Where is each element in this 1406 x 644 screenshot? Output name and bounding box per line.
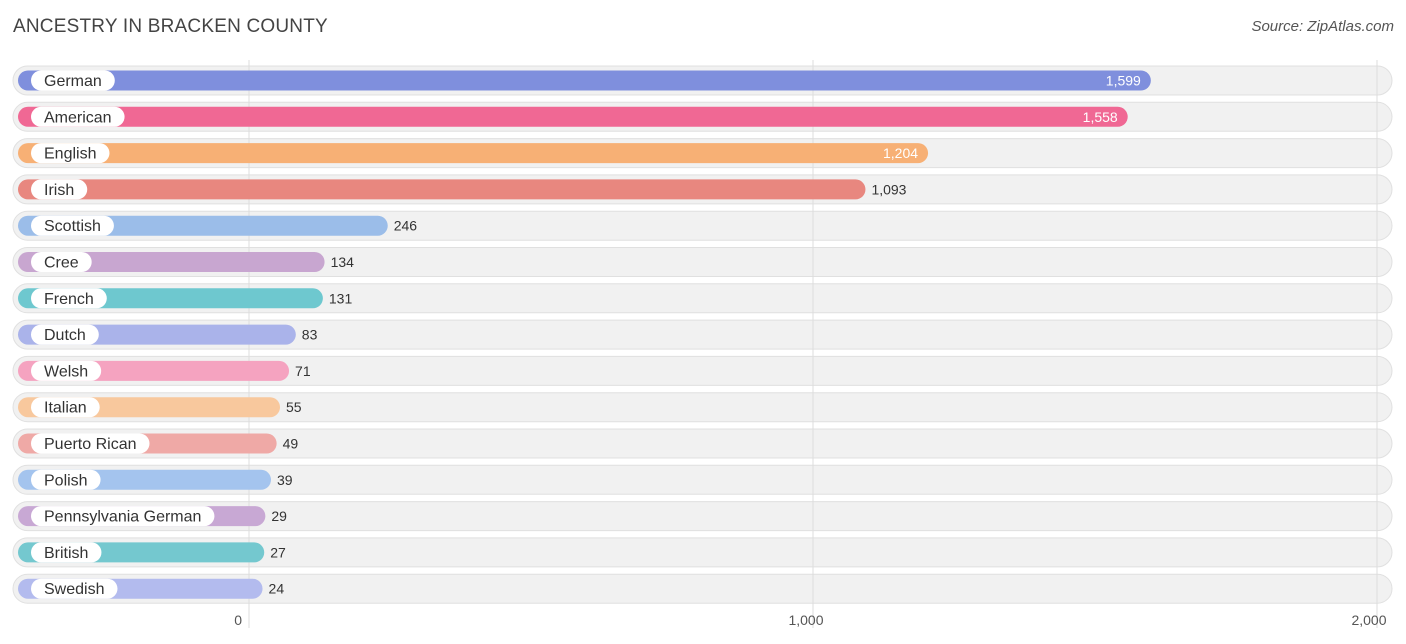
bar-group: Pennsylvania German 29: [18, 506, 287, 527]
value-label: 49: [283, 436, 299, 452]
row-track: [12, 464, 1393, 495]
category-label: German: [44, 73, 102, 90]
source-label: Source: ZipAtlas.com: [1251, 18, 1394, 35]
bar-group: French 131: [18, 288, 353, 309]
bar-group: Swedish 24: [18, 578, 285, 599]
bar-group: German 1,599: [18, 70, 1151, 91]
chart-title: ANCESTRY IN BRACKEN COUNTY: [13, 16, 328, 37]
bar: [18, 252, 325, 272]
bar-group: English 1,204: [18, 143, 929, 164]
value-label: 39: [277, 472, 293, 488]
category-pill: [31, 215, 114, 236]
category-pill: [31, 360, 102, 381]
bar-group: Puerto Rican 49: [18, 433, 299, 454]
value-label: 24: [269, 581, 285, 597]
bar: [18, 179, 866, 200]
value-label: 29: [271, 508, 287, 524]
bar-group: American 1,558: [18, 106, 1128, 127]
category-pill: [31, 542, 102, 563]
bar-group: Welsh 71: [18, 360, 311, 381]
value-label: 131: [329, 290, 353, 306]
category-label: Dutch: [44, 327, 86, 344]
category-label: Scottish: [44, 218, 101, 235]
category-label: Irish: [44, 182, 74, 199]
bar-group: Cree 134: [18, 252, 354, 272]
category-label: American: [44, 109, 112, 126]
row-track: [12, 355, 1393, 386]
value-label: 1,093: [871, 181, 906, 197]
row-track: [12, 392, 1393, 423]
value-label: 55: [286, 399, 302, 415]
value-label: 1,558: [1083, 109, 1118, 125]
row-track: [12, 319, 1393, 350]
category-pill: [31, 252, 92, 272]
category-pill: [31, 397, 100, 418]
category-label: Polish: [44, 472, 88, 489]
value-label: 83: [302, 327, 318, 343]
category-label: Puerto Rican: [44, 436, 137, 453]
value-label: 1,204: [883, 145, 918, 161]
category-pill: [31, 288, 107, 309]
x-tick-label: 1,000: [788, 612, 823, 628]
value-label: 27: [270, 544, 286, 560]
category-label: French: [44, 291, 94, 308]
category-pill: [31, 179, 88, 200]
value-label: 246: [394, 218, 418, 234]
category-label: Pennsylvania German: [44, 509, 201, 526]
row-track: [12, 428, 1393, 459]
bar: [18, 106, 1128, 127]
category-label: English: [44, 146, 96, 163]
bar: [18, 143, 929, 164]
category-label: Italian: [44, 400, 87, 417]
row-track: [12, 283, 1393, 314]
bar-group: Italian 55: [18, 397, 302, 418]
bar-group: British 27: [18, 542, 286, 563]
category-pill: [31, 433, 150, 454]
category-pill: [31, 70, 115, 91]
category-label: Welsh: [44, 363, 88, 380]
category-label: Cree: [44, 255, 79, 272]
row-track: [12, 573, 1393, 604]
category-pill: [31, 506, 215, 527]
row-track: [12, 247, 1393, 277]
x-tick-label: 2,000: [1351, 612, 1386, 628]
bar-group: Scottish 246: [18, 215, 418, 236]
category-pill: [31, 469, 101, 490]
category-pill: [31, 143, 110, 164]
bar-group: Polish 39: [18, 469, 293, 490]
row-track: [12, 537, 1393, 568]
bar-group: Irish 1,093: [18, 179, 907, 200]
category-pill: [31, 578, 118, 599]
category-pill: [31, 106, 125, 127]
category-label: British: [44, 545, 88, 562]
bar-group: Dutch 83: [18, 324, 318, 345]
value-label: 134: [331, 254, 355, 270]
row-track: [12, 501, 1393, 532]
bar: [18, 70, 1151, 91]
x-tick-label: 0: [234, 612, 242, 628]
value-label: 1,599: [1106, 73, 1141, 89]
value-label: 71: [295, 363, 311, 379]
category-pill: [31, 324, 99, 345]
category-label: Swedish: [44, 581, 104, 598]
